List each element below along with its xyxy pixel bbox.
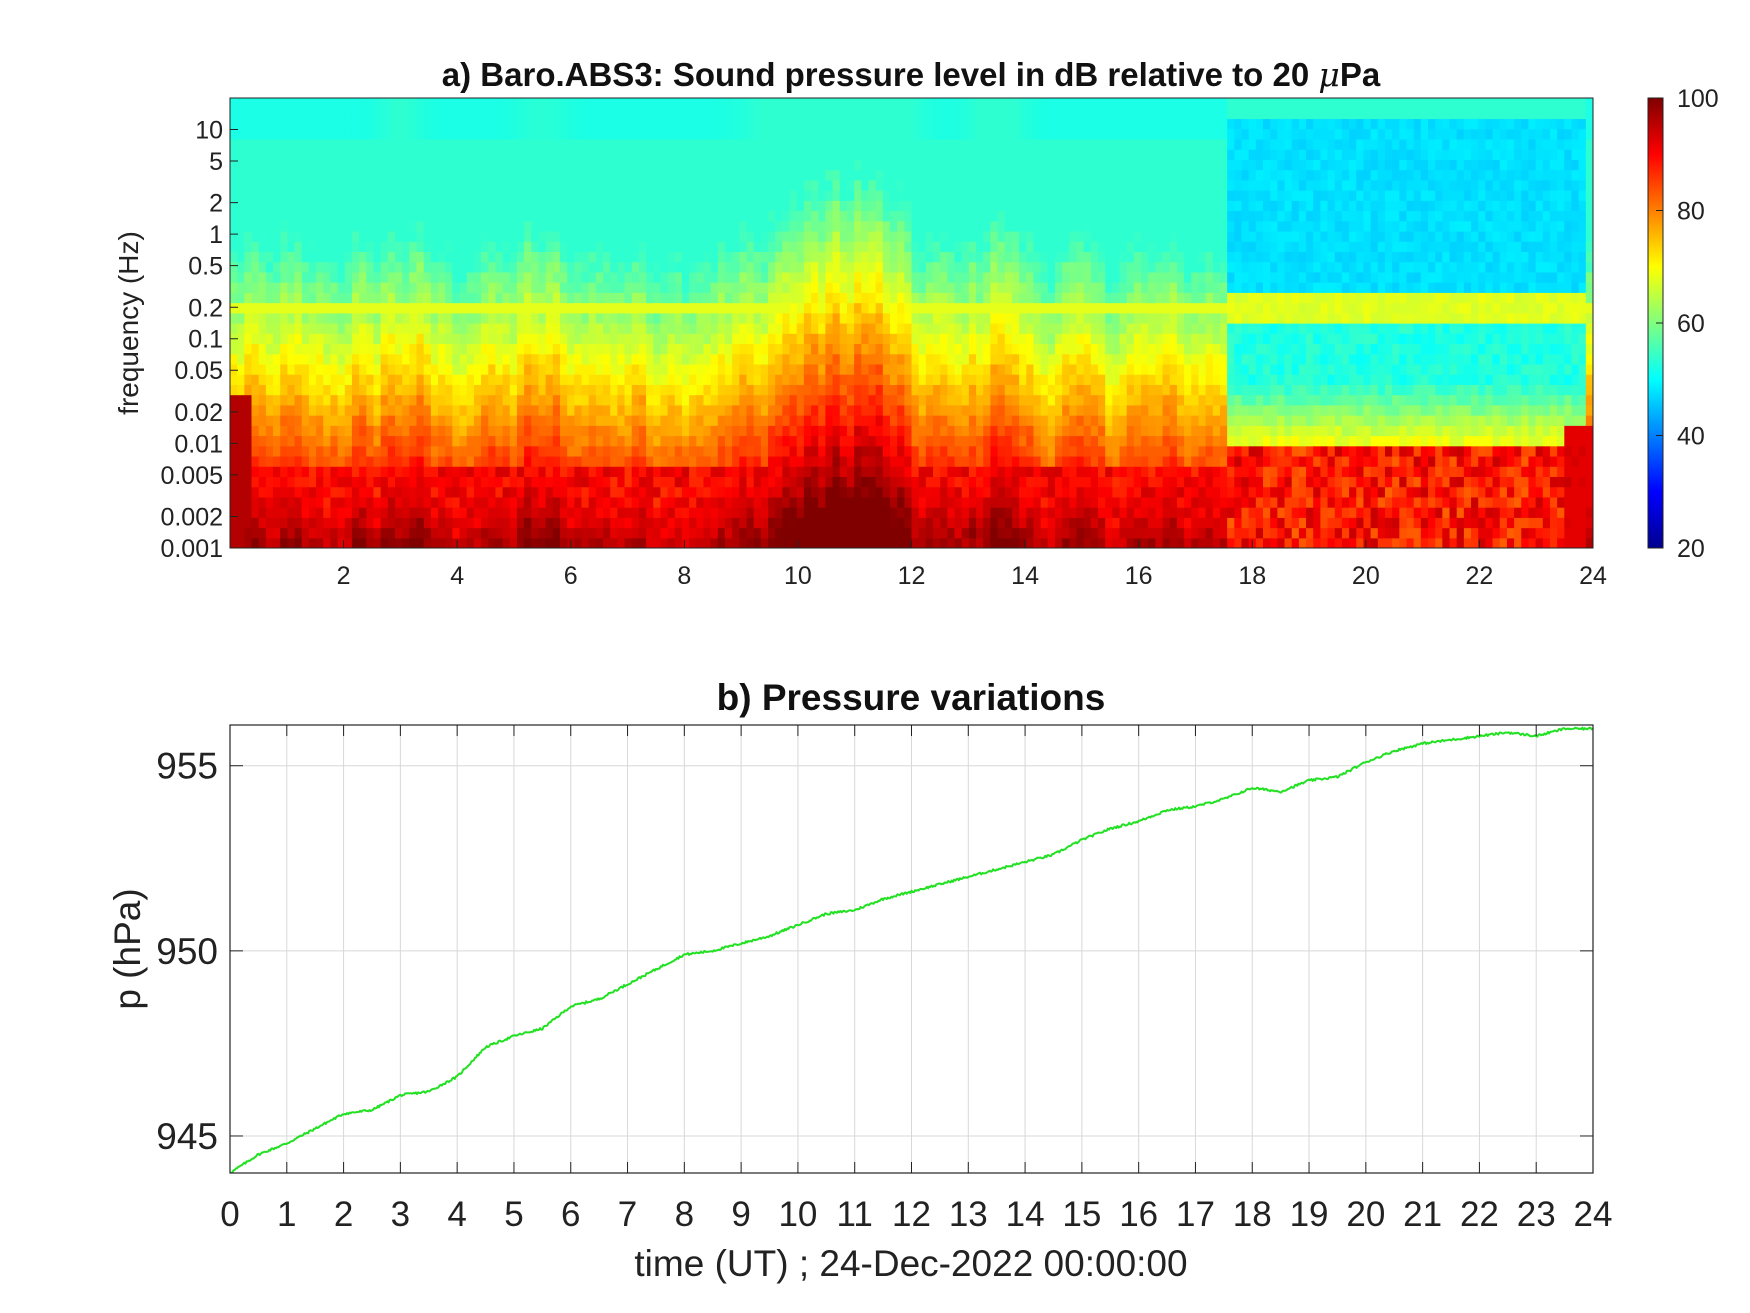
colorbar-ticks: 20 40 60 80 100 (1656, 85, 1719, 563)
spectrogram-y-tick-label: 0.005 (160, 462, 223, 490)
pressure-axes: 0 1 2 3 4 5 6 7 8 9 10 11 12 13 14 15 16 17 18 19 20 21 22 23 24… (156, 725, 1612, 1234)
pressure-x-tick-label: 4 (447, 1195, 466, 1234)
spectrogram-y-label: frequency (Hz) (113, 231, 144, 415)
spectrogram-heatmap (230, 98, 1593, 548)
spectrogram-x-tick-label: 14 (1011, 562, 1039, 590)
colorbar-tick-label: 60 (1677, 310, 1705, 338)
colorbar: 20 40 60 80 100 (1647, 85, 1719, 563)
pressure-x-tick-label: 13 (949, 1195, 988, 1234)
spectrogram-title: a) Baro.ABS3: Sound pressure level in dB… (442, 55, 1381, 94)
spectrogram-x-tick-label: 22 (1466, 562, 1494, 590)
pressure-x-tick-label: 11 (837, 1195, 873, 1234)
spectrogram-x-tick-label: 24 (1579, 562, 1607, 590)
pressure-x-tick-label: 2 (334, 1195, 353, 1234)
pressure-x-tick-label: 6 (561, 1195, 580, 1234)
pressure-x-tick-label: 18 (1233, 1195, 1272, 1234)
spectrogram-x-tick-label: 2 (337, 562, 351, 590)
pressure-y-tick-label: 945 (156, 1116, 218, 1157)
pressure-x-tick-label: 23 (1517, 1195, 1556, 1234)
colorbar-tick-label: 40 (1677, 423, 1705, 451)
spectrogram-y-tick-label: 5 (209, 148, 223, 176)
spectrogram-x-tick-label: 16 (1125, 562, 1153, 590)
pressure-x-tick-label: 19 (1290, 1195, 1329, 1234)
pressure-x-tick-label: 7 (618, 1195, 637, 1234)
spectrogram-y-tick-label: 0.01 (174, 430, 223, 458)
spectrogram-y-tick-label: 0.002 (160, 504, 223, 532)
spectrogram-x-tick-label: 4 (450, 562, 464, 590)
pressure-x-tick-label: 17 (1176, 1195, 1215, 1234)
pressure-y-tick-label: 950 (156, 931, 218, 972)
pressure-x-tick-label: 3 (391, 1195, 410, 1234)
spectrogram-x-tick-label: 6 (564, 562, 578, 590)
colorbar-tick-label: 20 (1677, 535, 1705, 563)
pressure-y-tick-label: 955 (156, 746, 218, 787)
colorbar-tick-label: 100 (1677, 85, 1719, 113)
pressure-x-tick-label: 9 (731, 1195, 750, 1234)
spectrogram-y-tick-label: 0.5 (188, 253, 223, 281)
pressure-title: b) Pressure variations (717, 677, 1106, 718)
pressure-grid (230, 725, 1593, 1173)
pressure-x-tick-label: 8 (675, 1195, 694, 1234)
spectrogram-y-tick-label: 10 (195, 116, 223, 144)
pressure-x-tick-label: 10 (778, 1195, 817, 1234)
spectrogram-y-tick-label: 0.02 (174, 399, 223, 427)
pressure-x-tick-label: 5 (504, 1195, 523, 1234)
pressure-x-tick-label: 0 (220, 1195, 239, 1234)
spectrogram-y-tick-label: 2 (209, 190, 223, 218)
pressure-x-tick-label: 12 (892, 1195, 931, 1234)
spectrogram-x-tick-label: 10 (784, 562, 812, 590)
spectrogram-y-tick-label: 0.1 (188, 326, 223, 354)
spectrogram-panel: a) Baro.ABS3: Sound pressure level in dB… (113, 55, 1607, 590)
spectrogram-x-tick-label: 18 (1238, 562, 1266, 590)
pressure-y-label: p (hPa) (107, 888, 148, 1009)
spectrogram-y-tick-label: 0.2 (188, 294, 223, 322)
pressure-x-tick-label: 15 (1062, 1195, 1101, 1234)
spectrogram-y-tick-label: 0.05 (174, 357, 223, 385)
spectrogram-y-tick-label: 0.001 (160, 535, 223, 563)
spectrogram-x-tick-label: 20 (1352, 562, 1380, 590)
spectrogram-axes: 2 4 6 8 10 12 14 16 18 20 22 240.0010.0020.0050.010… (160, 116, 1607, 590)
spectrogram-y-tick-label: 1 (209, 221, 223, 249)
pressure-x-tick-label: 24 (1574, 1195, 1613, 1234)
pressure-x-tick-label: 14 (1006, 1195, 1045, 1234)
spectrogram-x-tick-label: 8 (677, 562, 691, 590)
pressure-series-line (230, 726, 1593, 1173)
spectrogram-x-tick-label: 12 (898, 562, 926, 590)
pressure-x-tick-label: 20 (1346, 1195, 1385, 1234)
colorbar-tick-label: 80 (1677, 198, 1705, 226)
pressure-x-tick-label: 22 (1460, 1195, 1499, 1234)
pressure-x-tick-label: 1 (277, 1195, 296, 1234)
pressure-x-label: time (UT) ; 24-Dec-2022 00:00:00 (634, 1243, 1187, 1284)
pressure-x-tick-label: 21 (1403, 1195, 1442, 1234)
pressure-panel: b) Pressure variations 0 1 2 3 4 5 6 7 8 9 10 11 12 1… (107, 677, 1612, 1284)
pressure-x-tick-label: 16 (1119, 1195, 1158, 1234)
